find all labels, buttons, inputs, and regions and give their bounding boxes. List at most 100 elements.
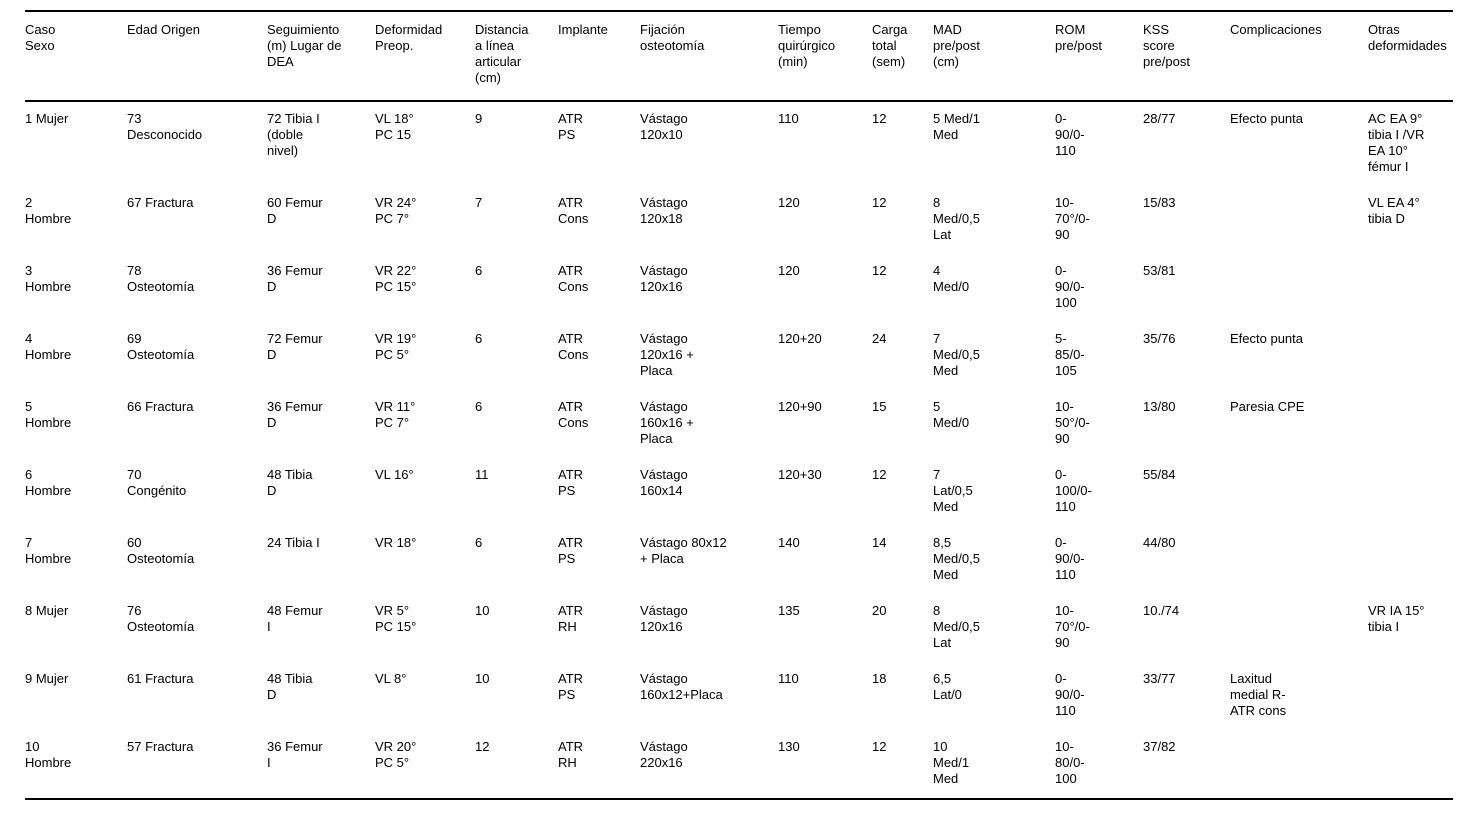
table-cell: 0- 90/0- 110 — [1055, 535, 1085, 582]
table-cell: 6 — [475, 535, 483, 550]
table-cell: 33/77 — [1143, 671, 1176, 686]
table-cell — [1230, 594, 1368, 662]
table-cell: 6 — [475, 399, 483, 414]
table-cell: 11 — [475, 467, 489, 482]
table-cell — [1230, 526, 1368, 594]
table-cell: Vástago 120x16 + Placa — [640, 331, 694, 378]
table-cell: Vástago 120x10 — [640, 111, 688, 142]
header-cell-3: Seguimiento (m) Lugar de DEA — [267, 11, 375, 102]
table-cell: VL EA 4° tibia D — [1368, 195, 1420, 226]
table-cell: 78 Osteotomía — [127, 263, 195, 294]
table-cell: Paresia CPE — [1230, 399, 1305, 414]
table-row: 5 Hombre 66 Fractura 36 Femur D VR 11° PC 7… — [25, 390, 1453, 458]
table-cell: 8 Mujer — [25, 603, 69, 618]
table-cell: 120+30 — [778, 467, 822, 482]
table-cell: 110 — [778, 671, 799, 686]
table-cell: 4 Hombre — [25, 331, 72, 362]
table-cell: Laxitud medial R- ATR cons — [1230, 671, 1287, 718]
header-cell-1: Caso Sexo — [25, 11, 127, 102]
table-cell: 10./74 — [1143, 603, 1180, 618]
table-cell: 73 Desconocido — [127, 111, 203, 142]
table-cell: 48 Tibia D — [267, 467, 313, 498]
table-cell: 48 Femur I — [267, 603, 323, 634]
table-cell: 10- 70°/0- 90 — [1055, 195, 1090, 242]
header-cell-9: Carga total (sem) — [872, 11, 933, 102]
table-cell: VL 16° — [375, 467, 414, 482]
table-cell: 12 — [872, 467, 887, 482]
table-cell: 20 — [872, 603, 887, 618]
table-row: 2 Hombre 67 Fractura 60 Femur D VR 24° PC 7… — [25, 186, 1453, 254]
table-cell: 10 Hombre — [25, 739, 72, 770]
header-cell-11: ROM pre/post — [1055, 11, 1143, 102]
table-cell: VR 22° PC 15° — [375, 263, 417, 294]
header-cell-5: Distancia a línea articular (cm) — [475, 11, 558, 102]
table-cell: 8,5 Med/0,5 Med — [933, 535, 980, 582]
table-cell: 130 — [778, 739, 800, 754]
table-cell: Efecto punta — [1230, 331, 1303, 346]
table-cell: 55/84 — [1143, 467, 1176, 482]
table-cell: ATR PS — [558, 467, 584, 498]
table-cell: 76 Osteotomía — [127, 603, 195, 634]
table-cell: VR 20° PC 5° — [375, 739, 417, 770]
table-cell: VL 18° PC 15 — [375, 111, 414, 142]
table-cell: 12 — [872, 263, 887, 278]
table-cell: 7 Hombre — [25, 535, 72, 566]
table-cell: 53/81 — [1143, 263, 1176, 278]
header-row: Caso Sexo Edad Origen Seguimiento (m) Luga… — [25, 11, 1453, 102]
table-cell: Vástago 120x16 — [640, 263, 688, 294]
table-cell: 135 — [778, 603, 800, 618]
table-cell: 18 — [872, 671, 887, 686]
table-cell: 7 Lat/0,5 Med — [933, 467, 973, 514]
table-cell: 67 Fractura — [127, 195, 194, 210]
table-cell: ATR Cons — [558, 195, 589, 226]
table-cell: 12 — [872, 111, 887, 126]
table-cell: 6,5 Lat/0 — [933, 671, 962, 702]
table-cell: 0- 100/0- 110 — [1055, 467, 1092, 514]
table-cell: 9 Mujer — [25, 671, 69, 686]
table-cell: ATR Cons — [558, 331, 589, 362]
table-cell: 15 — [872, 399, 887, 414]
header-cell-12: KSS score pre/post — [1143, 11, 1230, 102]
table-cell: ATR PS — [558, 111, 584, 142]
table-cell: 57 Fractura — [127, 739, 194, 754]
table-cell: 60 Osteotomía — [127, 535, 195, 566]
table-cell: ATR RH — [558, 739, 584, 770]
table-cell — [1230, 458, 1368, 526]
table-cell: 10 — [475, 603, 490, 618]
table-cell: 36 Femur D — [267, 263, 323, 294]
table-cell: 14 — [872, 535, 887, 550]
table-cell: 5 Med/0 — [933, 399, 970, 430]
table-row: 7 Hombre 60 Osteotomía 24 Tibia I VR 18° 6 AT… — [25, 526, 1453, 594]
table-cell: 7 Med/0,5 Med — [933, 331, 980, 378]
table-cell: 61 Fractura — [127, 671, 194, 686]
table-cell: 24 Tibia I — [267, 535, 320, 550]
table-cell — [1368, 730, 1453, 799]
table-cell: 120 — [778, 263, 800, 278]
table-cell: 3 Hombre — [25, 263, 72, 294]
header-cell-4: Deformidad Preop. — [375, 11, 475, 102]
table-cell: 60 Femur D — [267, 195, 323, 226]
table-cell: VR 18° — [375, 535, 417, 550]
table-cell — [1230, 186, 1368, 254]
table-cell: 5- 85/0- 105 — [1055, 331, 1085, 378]
table-cell: Efecto punta — [1230, 111, 1303, 126]
table-cell: VL 8° — [375, 671, 407, 686]
table-cell — [1368, 526, 1453, 594]
table-cell: 12 — [872, 195, 887, 210]
table-cell: Vástago 80x12 + Placa — [640, 535, 727, 566]
table-cell: 1 Mujer — [25, 111, 69, 126]
table-cell: 110 — [778, 111, 799, 126]
table-cell: Vástago 160x14 — [640, 467, 688, 498]
table-cell: 72 Tibia I (doble nivel) — [267, 111, 320, 158]
table-cell: AC EA 9° tibia I /VR EA 10° fémur I — [1368, 111, 1425, 174]
table-header: Caso Sexo Edad Origen Seguimiento (m) Luga… — [25, 11, 1453, 102]
table-cell: 2 Hombre — [25, 195, 72, 226]
table-cell: 10- 70°/0- 90 — [1055, 603, 1090, 650]
table-cell — [1368, 458, 1453, 526]
table-cell — [1230, 254, 1368, 322]
table-cell: 66 Fractura — [127, 399, 194, 414]
table-cell: VR IA 15° tibia I — [1368, 603, 1425, 634]
table-cell: ATR Cons — [558, 399, 589, 430]
table-cell: 7 — [475, 195, 483, 210]
table-cell — [1368, 662, 1453, 730]
